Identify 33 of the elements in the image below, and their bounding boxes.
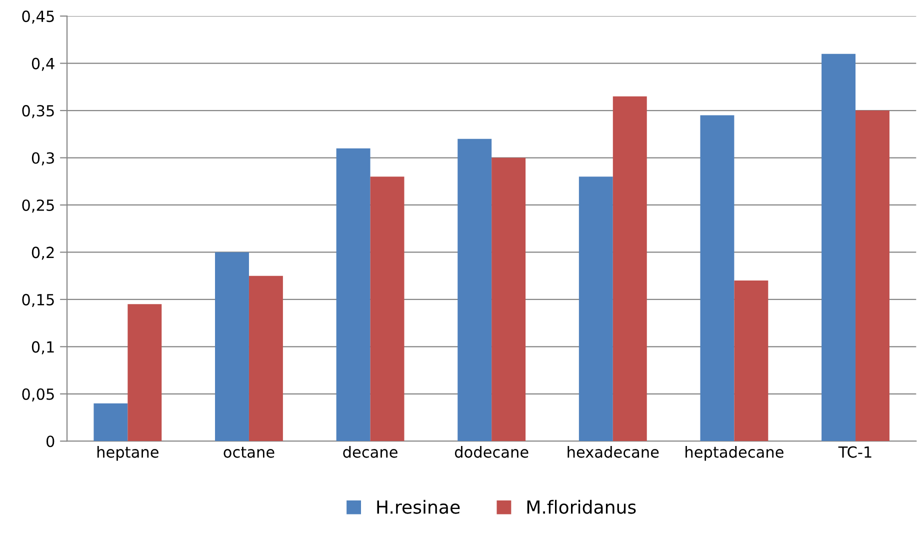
bar xyxy=(578,176,613,442)
y-tick-label: 0,4 xyxy=(32,58,54,71)
y-tick-label: 0,05 xyxy=(22,388,54,402)
x-tick-label: octane xyxy=(224,446,274,458)
y-tick-label: 0,45 xyxy=(22,10,54,24)
legend-label: H.resinae xyxy=(377,500,460,514)
legend-label: M.floridanus xyxy=(527,500,636,514)
bar xyxy=(336,148,370,442)
bar xyxy=(94,403,128,442)
bar xyxy=(370,176,404,442)
bar xyxy=(612,96,647,442)
bar xyxy=(734,280,768,442)
bar xyxy=(856,110,890,442)
bar xyxy=(248,276,283,442)
x-tick-label: TC-1 xyxy=(838,446,872,458)
y-tick-label: 0,35 xyxy=(22,105,54,118)
y-tick-label: 0,25 xyxy=(22,199,54,213)
y-tick-label: 0 xyxy=(46,436,54,448)
x-tick-label: heptane xyxy=(97,446,158,461)
x-tick-label: dodecane xyxy=(454,446,528,458)
bar xyxy=(458,138,492,442)
bar xyxy=(700,115,734,442)
x-tick-label: heptadecane xyxy=(686,446,784,461)
bar xyxy=(128,304,162,442)
x-tick-label: hexadecane xyxy=(568,446,659,458)
bar xyxy=(215,252,249,442)
bar xyxy=(822,54,856,442)
y-tick-label: 0,1 xyxy=(32,341,54,354)
y-tick-label: 0,3 xyxy=(32,152,54,166)
bar xyxy=(492,158,526,442)
x-tick-label: decane xyxy=(343,446,398,458)
y-tick-label: 0,15 xyxy=(22,294,54,308)
y-tick-label: 0,2 xyxy=(32,246,54,260)
